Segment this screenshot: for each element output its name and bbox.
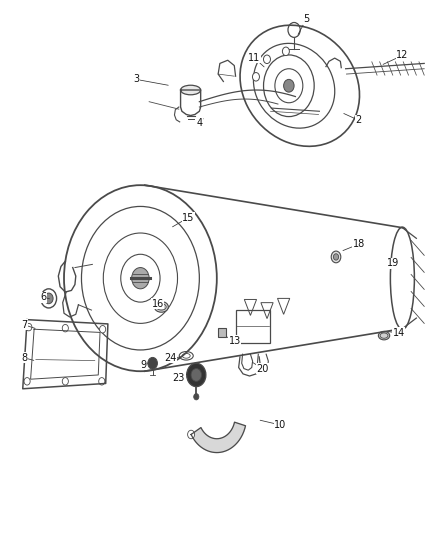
- Text: 20: 20: [257, 364, 269, 374]
- Text: 4: 4: [196, 118, 202, 128]
- Circle shape: [283, 47, 290, 55]
- FancyBboxPatch shape: [218, 328, 226, 337]
- Circle shape: [191, 368, 201, 381]
- Circle shape: [187, 364, 206, 386]
- Text: 6: 6: [40, 292, 46, 302]
- Circle shape: [333, 254, 339, 260]
- Text: 9: 9: [140, 360, 146, 370]
- Circle shape: [44, 293, 53, 304]
- Circle shape: [284, 79, 294, 92]
- Text: 3: 3: [133, 75, 139, 84]
- Text: 2: 2: [356, 115, 362, 125]
- Circle shape: [99, 377, 105, 385]
- Circle shape: [194, 393, 199, 400]
- Circle shape: [99, 326, 106, 333]
- Circle shape: [62, 325, 68, 332]
- Circle shape: [148, 358, 157, 369]
- Text: 10: 10: [274, 420, 286, 430]
- Text: 13: 13: [229, 336, 241, 346]
- Circle shape: [187, 430, 194, 439]
- Circle shape: [132, 268, 149, 289]
- Text: 11: 11: [248, 53, 260, 62]
- Ellipse shape: [378, 332, 390, 340]
- Text: 18: 18: [353, 239, 365, 249]
- Text: 5: 5: [303, 14, 310, 25]
- Ellipse shape: [180, 85, 201, 95]
- Text: 8: 8: [21, 353, 28, 363]
- Text: 16: 16: [152, 298, 164, 309]
- Text: 19: 19: [387, 259, 399, 268]
- Text: 15: 15: [182, 213, 194, 223]
- Circle shape: [62, 377, 68, 385]
- Text: 12: 12: [396, 51, 409, 60]
- Text: 7: 7: [21, 320, 28, 330]
- Polygon shape: [191, 422, 245, 453]
- Circle shape: [264, 55, 270, 63]
- Circle shape: [252, 72, 259, 81]
- Circle shape: [331, 251, 341, 263]
- Text: 24: 24: [164, 353, 176, 363]
- Text: 23: 23: [173, 373, 185, 383]
- Circle shape: [26, 324, 32, 331]
- Circle shape: [24, 377, 30, 385]
- Ellipse shape: [154, 302, 168, 312]
- Text: 14: 14: [393, 328, 405, 338]
